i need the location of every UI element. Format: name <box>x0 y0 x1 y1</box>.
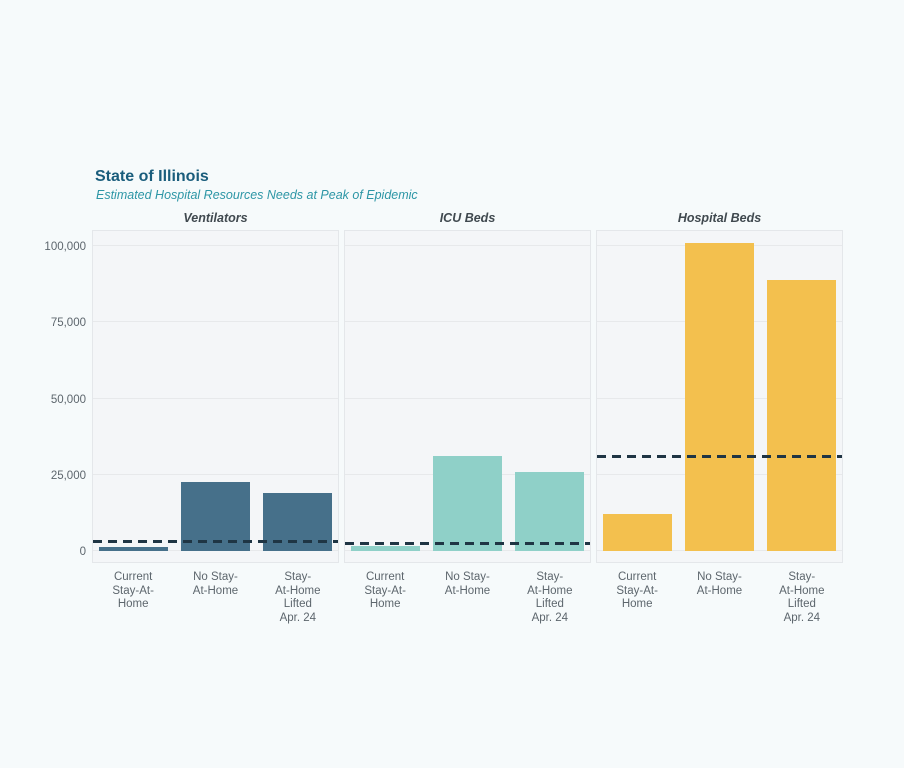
x-tick-label-stay-at-home-lifted-apr-24: Stay- At-Home Lifted Apr. 24 <box>527 571 573 624</box>
capacity-line-ventilators <box>93 540 338 544</box>
bar-ventilators-current-stay-at-home <box>99 547 169 551</box>
facet-icu-beds: ICU Beds Current Stay-At- Home No Stay- At… <box>344 206 591 625</box>
facet-title-icu-beds: ICU Beds <box>439 211 496 225</box>
facet-title-ventilators: Ventilators <box>183 211 248 225</box>
gridline <box>345 397 590 399</box>
bar-icu-beds-no-stay-at-home <box>433 456 502 551</box>
chart-subtitle: Estimated Hospital Resources Needs at Pe… <box>96 188 418 202</box>
y-tick-label: 50,000 <box>50 393 86 406</box>
x-tick-label-stay-at-home-lifted-apr-24: Stay- At-Home Lifted Apr. 24 <box>275 571 321 624</box>
facet-hospital-beds: Hospital Beds Current Stay-At- Home No Sta… <box>596 206 843 625</box>
facet-row: 0 25,000 50,000 75,000 100,000 Ventilators Cu… <box>40 206 843 625</box>
x-axis-labels: Current Stay-At- Home No Stay- At-Home Sta… <box>596 571 843 625</box>
y-tick-label: 100,000 <box>44 241 86 254</box>
chart-title: State of Illinois <box>95 168 209 185</box>
y-tick-label: 25,000 <box>50 469 86 482</box>
x-tick-label-no-stay-at-home: No Stay- At-Home <box>444 571 491 597</box>
capacity-line-hospital-beds <box>597 454 842 458</box>
hospital-resources-chart: State of Illinois Estimated Hospital Res… <box>40 168 843 625</box>
gridline <box>93 473 338 475</box>
gridline <box>345 321 590 323</box>
x-axis-labels: Current Stay-At- Home No Stay- At-Home Sta… <box>92 571 339 625</box>
y-tick-label: 0 <box>79 546 86 558</box>
x-tick-label-current-stay-at-home: Current Stay-At- Home <box>112 571 154 610</box>
facet-title-hospital-beds: Hospital Beds <box>677 211 762 225</box>
bar-hospital-beds-stay-at-home-lifted-apr-24 <box>766 280 836 551</box>
y-tick-label: 75,000 <box>50 317 86 330</box>
plot-area-icu-beds <box>344 230 591 563</box>
gridline <box>93 397 338 399</box>
capacity-line-icu-beds <box>345 541 590 545</box>
x-tick-label-no-stay-at-home: No Stay- At-Home <box>696 571 743 597</box>
plot-area-ventilators <box>92 230 339 563</box>
x-axis-labels: Current Stay-At- Home No Stay- At-Home Sta… <box>344 571 591 625</box>
gridline <box>93 245 338 247</box>
gridline <box>93 321 338 323</box>
x-tick-label-current-stay-at-home: Current Stay-At- Home <box>616 571 658 610</box>
bar-icu-beds-current-stay-at-home <box>351 546 421 551</box>
facet-ventilators: Ventilators Current Stay-At- Home No Stay-… <box>92 206 339 625</box>
y-axis: 0 25,000 50,000 75,000 100,000 <box>40 230 92 563</box>
x-tick-label-current-stay-at-home: Current Stay-At- Home <box>364 571 406 610</box>
x-tick-label-no-stay-at-home: No Stay- At-Home <box>192 571 239 597</box>
bar-ventilators-no-stay-at-home <box>181 482 250 551</box>
x-tick-label-stay-at-home-lifted-apr-24: Stay- At-Home Lifted Apr. 24 <box>779 571 825 624</box>
bar-icu-beds-stay-at-home-lifted-apr-24 <box>514 472 584 551</box>
plot-area-hospital-beds <box>596 230 843 563</box>
bar-hospital-beds-current-stay-at-home <box>603 514 673 551</box>
gridline <box>345 245 590 247</box>
bar-hospital-beds-no-stay-at-home <box>685 243 754 551</box>
